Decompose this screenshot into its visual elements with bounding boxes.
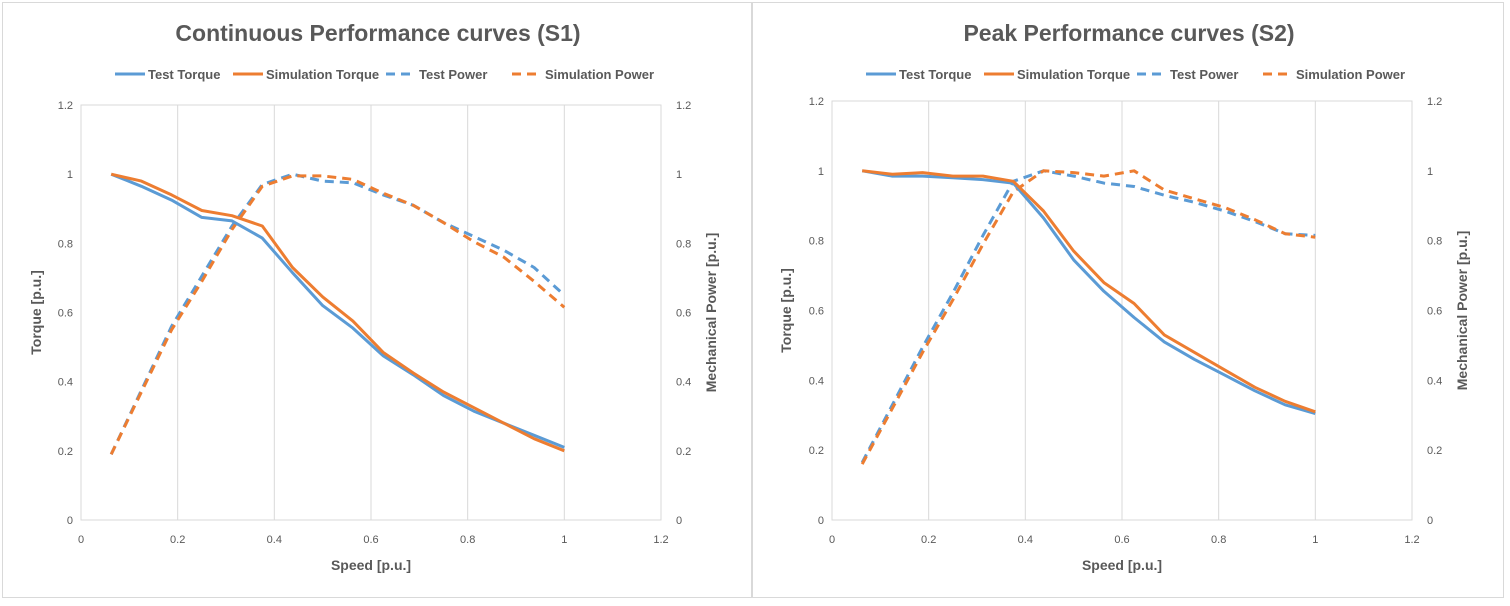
y-tick-label: 1 xyxy=(67,169,73,181)
y-axis-title: Torque [p.u.] xyxy=(28,270,44,355)
series-line-simulation-power xyxy=(860,169,1316,465)
y2-tick-label: 0 xyxy=(1427,515,1433,527)
series-line-simulation-torque xyxy=(862,169,1316,414)
chart-svg-peak: Peak Performance curves (S2) 0 0.2 0.4 0.6 0.… xyxy=(778,20,1470,573)
y2-tick-label: 0.2 xyxy=(676,446,691,458)
series-line-simulation-power xyxy=(109,174,566,455)
x-tick-label: 1.2 xyxy=(653,534,668,546)
y2-tick-label: 0.6 xyxy=(1427,306,1442,318)
legend-item: Simulation Torque xyxy=(984,67,1130,82)
x-tick-label: 0.4 xyxy=(1018,534,1033,546)
legend-item: Test Power xyxy=(1137,67,1238,82)
y2-tick-label: 1.2 xyxy=(676,100,691,112)
x-tick-label: 0.6 xyxy=(1114,534,1129,546)
y-tick-label: 0.8 xyxy=(809,236,824,248)
chart-svg-continuous: Continuous Performance curves (S1) 0 0.2 0.… xyxy=(28,20,719,573)
x-tick-label: 0.4 xyxy=(267,534,282,546)
chart-panel-continuous: Continuous Performance curves (S1) 0 0.2 0.… xyxy=(2,2,752,598)
y-tick-label: 0 xyxy=(67,515,73,527)
legend-label: Test Power xyxy=(1170,67,1238,82)
legend-item: Simulation Torque xyxy=(233,67,379,82)
chart-title: Continuous Performance curves (S1) xyxy=(175,20,580,46)
legend-label: Simulation Power xyxy=(545,67,654,82)
series-line-test-power xyxy=(860,169,1316,464)
x-tick-label: 0 xyxy=(78,534,84,546)
plot-area-frame xyxy=(831,100,1413,521)
y-tick-label: 1 xyxy=(818,166,824,178)
legend-label: Simulation Power xyxy=(1296,67,1405,82)
x-tick-label: 0.8 xyxy=(1211,534,1226,546)
legend-label: Test Torque xyxy=(148,67,220,82)
y-tick-label: 0.4 xyxy=(58,377,73,389)
y2-tick-label: 0.8 xyxy=(676,238,691,250)
x-tick-label: 1.2 xyxy=(1404,534,1419,546)
y2-tick-label: 0.6 xyxy=(676,308,691,320)
y2-tick-label: 0.4 xyxy=(1427,375,1442,387)
x-axis-title: Speed [p.u.] xyxy=(331,557,411,573)
y-tick-label: 0.8 xyxy=(58,238,73,250)
y2-tick-label: 0.4 xyxy=(676,377,691,389)
y2-tick-label: 1 xyxy=(676,169,682,181)
y-tick-label: 1.2 xyxy=(58,100,73,112)
y-tick-label: 0.2 xyxy=(809,445,824,457)
legend-item: Test Torque xyxy=(866,67,971,82)
series-line-test-power xyxy=(109,172,566,455)
y2-tick-label: 0.2 xyxy=(1427,445,1442,457)
legend-label: Test Torque xyxy=(899,67,971,82)
series-line-simulation-torque xyxy=(110,172,565,453)
x-tick-label: 0.2 xyxy=(921,534,936,546)
y-tick-label: 0.4 xyxy=(809,375,824,387)
legend-item: Test Power xyxy=(386,67,487,82)
y-axis-title: Torque [p.u.] xyxy=(778,268,794,353)
y2-tick-label: 0.8 xyxy=(1427,236,1442,248)
legend-item: Test Torque xyxy=(115,67,220,82)
y-tick-label: 0 xyxy=(818,515,824,527)
y-tick-label: 0.6 xyxy=(809,306,824,318)
x-tick-label: 0.6 xyxy=(363,534,378,546)
y2-axis-title: Mechanical Power [p.u.] xyxy=(703,233,719,392)
y-tick-label: 1.2 xyxy=(809,96,824,108)
legend-item: Simulation Power xyxy=(1263,67,1405,82)
chart-panel-peak: Peak Performance curves (S2) 0 0.2 0.4 0.6 0.… xyxy=(752,2,1504,598)
x-axis-title: Speed [p.u.] xyxy=(1082,557,1162,573)
y2-axis-title: Mechanical Power [p.u.] xyxy=(1454,231,1470,390)
chart-title: Peak Performance curves (S2) xyxy=(963,20,1294,46)
x-tick-label: 0 xyxy=(829,534,835,546)
legend-label: Simulation Torque xyxy=(266,67,379,82)
series-line-test-torque xyxy=(861,169,1316,415)
y2-tick-label: 1 xyxy=(1427,166,1433,178)
x-tick-label: 0.2 xyxy=(170,534,185,546)
y-tick-label: 0.6 xyxy=(58,308,73,320)
y2-tick-label: 1.2 xyxy=(1427,96,1442,108)
legend-item: Simulation Power xyxy=(512,67,654,82)
plot-area-frame xyxy=(80,104,662,521)
y-tick-label: 0.2 xyxy=(58,446,73,458)
y2-tick-label: 0 xyxy=(676,515,682,527)
x-tick-label: 1 xyxy=(561,534,567,546)
legend-label: Simulation Torque xyxy=(1017,67,1130,82)
legend-label: Test Power xyxy=(419,67,487,82)
x-tick-label: 1 xyxy=(1312,534,1318,546)
series-line-test-torque xyxy=(110,172,565,449)
x-tick-label: 0.8 xyxy=(460,534,475,546)
